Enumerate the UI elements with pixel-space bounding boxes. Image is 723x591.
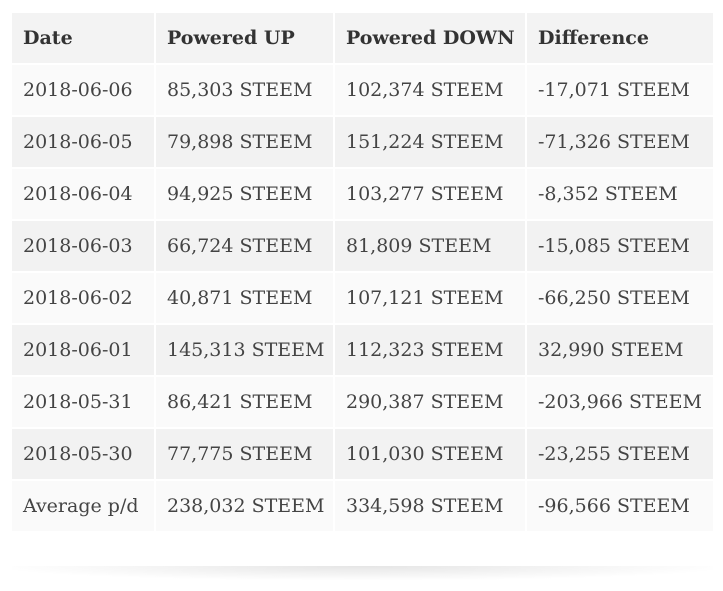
table-row: 2018-05-30 77,775 STEEM 101,030 STEEM -2… — [12, 429, 713, 479]
bottom-shadow-divider — [12, 566, 713, 580]
cell-powered-up: 40,871 STEEM — [156, 273, 333, 323]
table-row: 2018-06-02 40,871 STEEM 107,121 STEEM -6… — [12, 273, 713, 323]
table-row: 2018-06-06 85,303 STEEM 102,374 STEEM -1… — [12, 65, 713, 115]
cell-date: 2018-06-06 — [12, 65, 154, 115]
cell-powered-up: 145,313 STEEM — [156, 325, 333, 375]
cell-powered-up: 77,775 STEEM — [156, 429, 333, 479]
steem-power-table-container: Date Powered UP Powered DOWN Difference … — [12, 13, 713, 531]
cell-date: 2018-06-03 — [12, 221, 154, 271]
table-row-average: Average p/d 238,032 STEEM 334,598 STEEM … — [12, 481, 713, 531]
cell-date: 2018-05-31 — [12, 377, 154, 427]
cell-difference: -17,071 STEEM — [527, 65, 713, 115]
cell-difference: -96,566 STEEM — [527, 481, 713, 531]
cell-powered-down: 81,809 STEEM — [335, 221, 525, 271]
cell-date: Average p/d — [12, 481, 154, 531]
header-date: Date — [12, 13, 154, 63]
table-row: 2018-06-04 94,925 STEEM 103,277 STEEM -8… — [12, 169, 713, 219]
cell-powered-down: 102,374 STEEM — [335, 65, 525, 115]
table-row: 2018-05-31 86,421 STEEM 290,387 STEEM -2… — [12, 377, 713, 427]
cell-difference: -8,352 STEEM — [527, 169, 713, 219]
cell-date: 2018-06-02 — [12, 273, 154, 323]
cell-powered-up: 66,724 STEEM — [156, 221, 333, 271]
cell-powered-up: 86,421 STEEM — [156, 377, 333, 427]
cell-powered-down: 103,277 STEEM — [335, 169, 525, 219]
cell-date: 2018-06-01 — [12, 325, 154, 375]
table-row: 2018-06-01 145,313 STEEM 112,323 STEEM 3… — [12, 325, 713, 375]
cell-difference: 32,990 STEEM — [527, 325, 713, 375]
header-powered-up: Powered UP — [156, 13, 333, 63]
cell-powered-down: 107,121 STEEM — [335, 273, 525, 323]
header-powered-down: Powered DOWN — [335, 13, 525, 63]
cell-powered-down: 101,030 STEEM — [335, 429, 525, 479]
cell-powered-up: 94,925 STEEM — [156, 169, 333, 219]
cell-difference: -66,250 STEEM — [527, 273, 713, 323]
cell-difference: -203,966 STEEM — [527, 377, 713, 427]
cell-powered-up: 85,303 STEEM — [156, 65, 333, 115]
cell-powered-down: 112,323 STEEM — [335, 325, 525, 375]
cell-date: 2018-06-04 — [12, 169, 154, 219]
table-row: 2018-06-03 66,724 STEEM 81,809 STEEM -15… — [12, 221, 713, 271]
cell-powered-up: 79,898 STEEM — [156, 117, 333, 167]
cell-difference: -23,255 STEEM — [527, 429, 713, 479]
cell-difference: -15,085 STEEM — [527, 221, 713, 271]
cell-powered-down: 334,598 STEEM — [335, 481, 525, 531]
table-header-row: Date Powered UP Powered DOWN Difference — [12, 13, 713, 63]
table-row: 2018-06-05 79,898 STEEM 151,224 STEEM -7… — [12, 117, 713, 167]
cell-date: 2018-06-05 — [12, 117, 154, 167]
cell-powered-down: 151,224 STEEM — [335, 117, 525, 167]
steem-power-table: Date Powered UP Powered DOWN Difference … — [10, 11, 715, 533]
cell-difference: -71,326 STEEM — [527, 117, 713, 167]
header-difference: Difference — [527, 13, 713, 63]
cell-powered-up: 238,032 STEEM — [156, 481, 333, 531]
cell-date: 2018-05-30 — [12, 429, 154, 479]
cell-powered-down: 290,387 STEEM — [335, 377, 525, 427]
